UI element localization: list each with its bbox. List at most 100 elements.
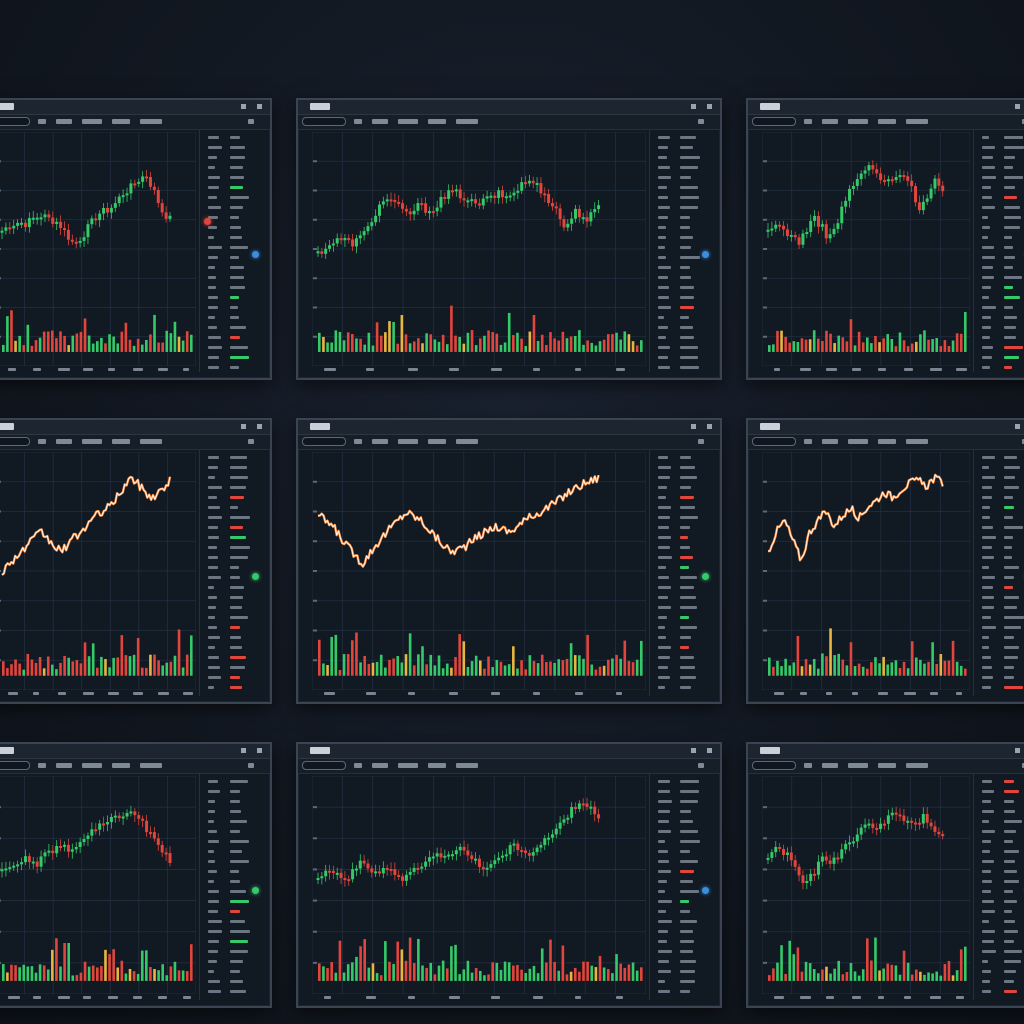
watchlist-symbol[interactable]: [208, 960, 218, 963]
watchlist-symbol[interactable]: [982, 286, 991, 289]
watchlist-symbol[interactable]: [658, 166, 670, 169]
toolbar-button[interactable]: [822, 119, 838, 124]
watchlist-symbol[interactable]: [208, 810, 215, 813]
watchlist-symbol[interactable]: [208, 900, 219, 903]
watchlist-symbol[interactable]: [658, 686, 666, 689]
toolbar-button[interactable]: [82, 119, 102, 124]
watchlist-symbol[interactable]: [208, 820, 215, 823]
watchlist-symbol[interactable]: [658, 356, 668, 359]
watchlist-symbol[interactable]: [658, 346, 671, 349]
watchlist-symbol[interactable]: [658, 136, 670, 139]
toolbar-button[interactable]: [878, 763, 896, 768]
watchlist-symbol[interactable]: [982, 950, 996, 953]
toolbar-button[interactable]: [428, 439, 446, 444]
watchlist-symbol[interactable]: [982, 296, 989, 299]
watchlist-symbol[interactable]: [658, 910, 667, 913]
watchlist-symbol[interactable]: [982, 666, 992, 669]
toolbar-button[interactable]: [906, 119, 928, 124]
close-icon[interactable]: [707, 424, 712, 429]
watchlist-symbol[interactable]: [982, 186, 992, 189]
toolbar-button[interactable]: [398, 763, 418, 768]
window-control-icon[interactable]: [241, 424, 246, 429]
watchlist-symbol[interactable]: [208, 800, 215, 803]
watchlist-symbol[interactable]: [658, 186, 667, 189]
watchlist-symbol[interactable]: [658, 536, 671, 539]
toolbar-button[interactable]: [804, 119, 812, 124]
close-icon[interactable]: [257, 424, 262, 429]
watchlist-symbol[interactable]: [982, 780, 992, 783]
toolbar-button[interactable]: [398, 439, 418, 444]
watchlist-symbol[interactable]: [208, 930, 222, 933]
watchlist-symbol[interactable]: [982, 206, 995, 209]
watchlist-symbol[interactable]: [658, 196, 668, 199]
watchlist-symbol[interactable]: [208, 486, 222, 489]
toolbar-button[interactable]: [38, 763, 46, 768]
toolbar-button[interactable]: [456, 763, 478, 768]
watchlist-symbol[interactable]: [658, 596, 669, 599]
watchlist-symbol[interactable]: [208, 496, 218, 499]
watchlist-symbol[interactable]: [982, 166, 995, 169]
watchlist-symbol[interactable]: [658, 830, 672, 833]
watchlist-symbol[interactable]: [658, 576, 669, 579]
toolbar-button[interactable]: [56, 763, 72, 768]
watchlist-symbol[interactable]: [208, 990, 221, 993]
toolbar-button[interactable]: [848, 763, 868, 768]
watchlist-symbol[interactable]: [982, 486, 992, 489]
watchlist-symbol[interactable]: [208, 356, 219, 359]
watchlist-symbol[interactable]: [208, 850, 215, 853]
toolbar-button[interactable]: [428, 763, 446, 768]
watchlist-symbol[interactable]: [658, 840, 665, 843]
watchlist-symbol[interactable]: [658, 586, 672, 589]
watchlist-symbol[interactable]: [208, 940, 219, 943]
toolbar-button[interactable]: [804, 763, 812, 768]
toolbar-button[interactable]: [112, 439, 130, 444]
watchlist-symbol[interactable]: [208, 980, 220, 983]
watchlist-symbol[interactable]: [658, 920, 672, 923]
window-control-icon[interactable]: [241, 104, 246, 109]
watchlist-symbol[interactable]: [208, 456, 219, 459]
watchlist-symbol[interactable]: [658, 556, 672, 559]
watchlist-symbol[interactable]: [982, 456, 996, 459]
watchlist-symbol[interactable]: [208, 910, 218, 913]
toolbar-button[interactable]: [372, 119, 388, 124]
watchlist-symbol[interactable]: [658, 880, 668, 883]
watchlist-symbol[interactable]: [208, 216, 218, 219]
watchlist-symbol[interactable]: [658, 256, 666, 259]
watchlist-symbol[interactable]: [208, 870, 217, 873]
gear-icon[interactable]: [248, 119, 254, 124]
watchlist-symbol[interactable]: [982, 586, 993, 589]
watchlist-symbol[interactable]: [982, 566, 989, 569]
watchlist-symbol[interactable]: [982, 850, 991, 853]
watchlist-symbol[interactable]: [982, 900, 995, 903]
watchlist-symbol[interactable]: [658, 950, 672, 953]
watchlist-symbol[interactable]: [208, 830, 218, 833]
watchlist-symbol[interactable]: [658, 566, 667, 569]
watchlist-symbol[interactable]: [982, 980, 991, 983]
watchlist-symbol[interactable]: [208, 476, 216, 479]
watchlist-symbol[interactable]: [982, 626, 996, 629]
symbol-search-input[interactable]: [302, 761, 346, 770]
watchlist-symbol[interactable]: [658, 890, 665, 893]
watchlist-symbol[interactable]: [982, 646, 989, 649]
watchlist-symbol[interactable]: [982, 266, 994, 269]
watchlist-symbol[interactable]: [658, 970, 672, 973]
watchlist-symbol[interactable]: [658, 606, 672, 609]
watchlist-symbol[interactable]: [982, 890, 992, 893]
watchlist-symbol[interactable]: [658, 780, 671, 783]
watchlist-symbol[interactable]: [208, 860, 216, 863]
toolbar-button[interactable]: [906, 439, 928, 444]
toolbar-button[interactable]: [878, 439, 896, 444]
watchlist-symbol[interactable]: [982, 256, 995, 259]
gear-icon[interactable]: [248, 439, 254, 444]
watchlist-symbol[interactable]: [208, 366, 219, 369]
watchlist-symbol[interactable]: [208, 526, 218, 529]
watchlist-symbol[interactable]: [658, 176, 672, 179]
watchlist-symbol[interactable]: [208, 656, 220, 659]
toolbar-button[interactable]: [456, 119, 478, 124]
symbol-search-input[interactable]: [752, 761, 796, 770]
watchlist-symbol[interactable]: [658, 656, 670, 659]
watchlist-symbol[interactable]: [658, 206, 670, 209]
window-control-icon[interactable]: [1015, 424, 1020, 429]
watchlist-symbol[interactable]: [982, 496, 993, 499]
watchlist-symbol[interactable]: [658, 146, 669, 149]
